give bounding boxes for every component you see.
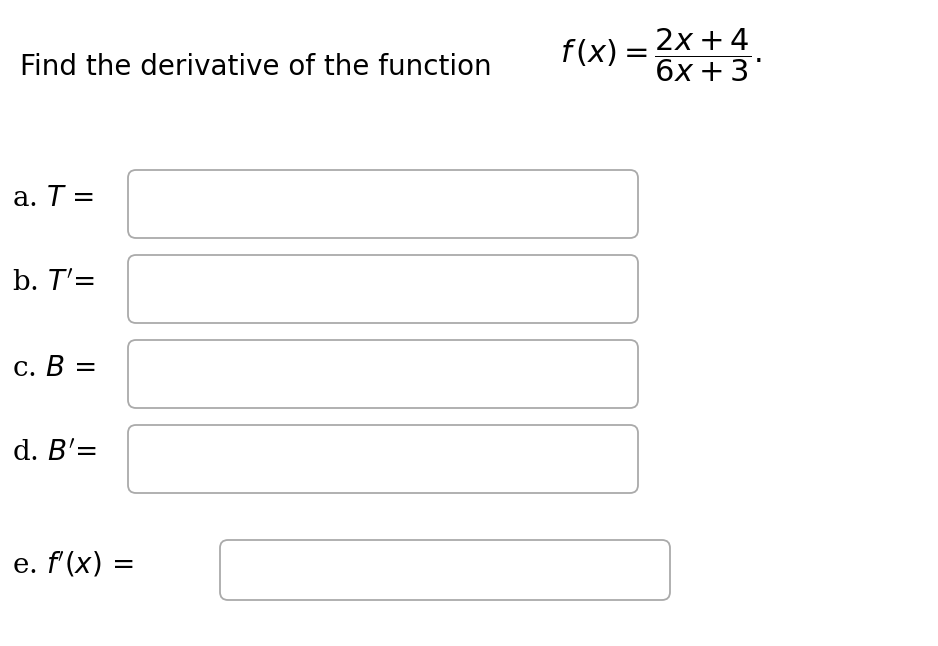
Text: a. $T$ =: a. $T$ =	[12, 185, 95, 211]
FancyBboxPatch shape	[128, 340, 638, 408]
Text: $f\,(x) = \dfrac{2x + 4}{6x + 3}.$: $f\,(x) = \dfrac{2x + 4}{6x + 3}.$	[560, 26, 762, 83]
Text: Find the derivative of the function: Find the derivative of the function	[20, 53, 501, 81]
FancyBboxPatch shape	[128, 255, 638, 323]
Text: b. $T'$=: b. $T'$=	[12, 269, 95, 297]
FancyBboxPatch shape	[128, 170, 638, 238]
Text: c. $B$ =: c. $B$ =	[12, 355, 96, 382]
Text: d. $B'$=: d. $B'$=	[12, 439, 97, 466]
FancyBboxPatch shape	[128, 425, 638, 493]
FancyBboxPatch shape	[220, 540, 670, 600]
Text: e. $f'(x)$ =: e. $f'(x)$ =	[12, 550, 133, 579]
